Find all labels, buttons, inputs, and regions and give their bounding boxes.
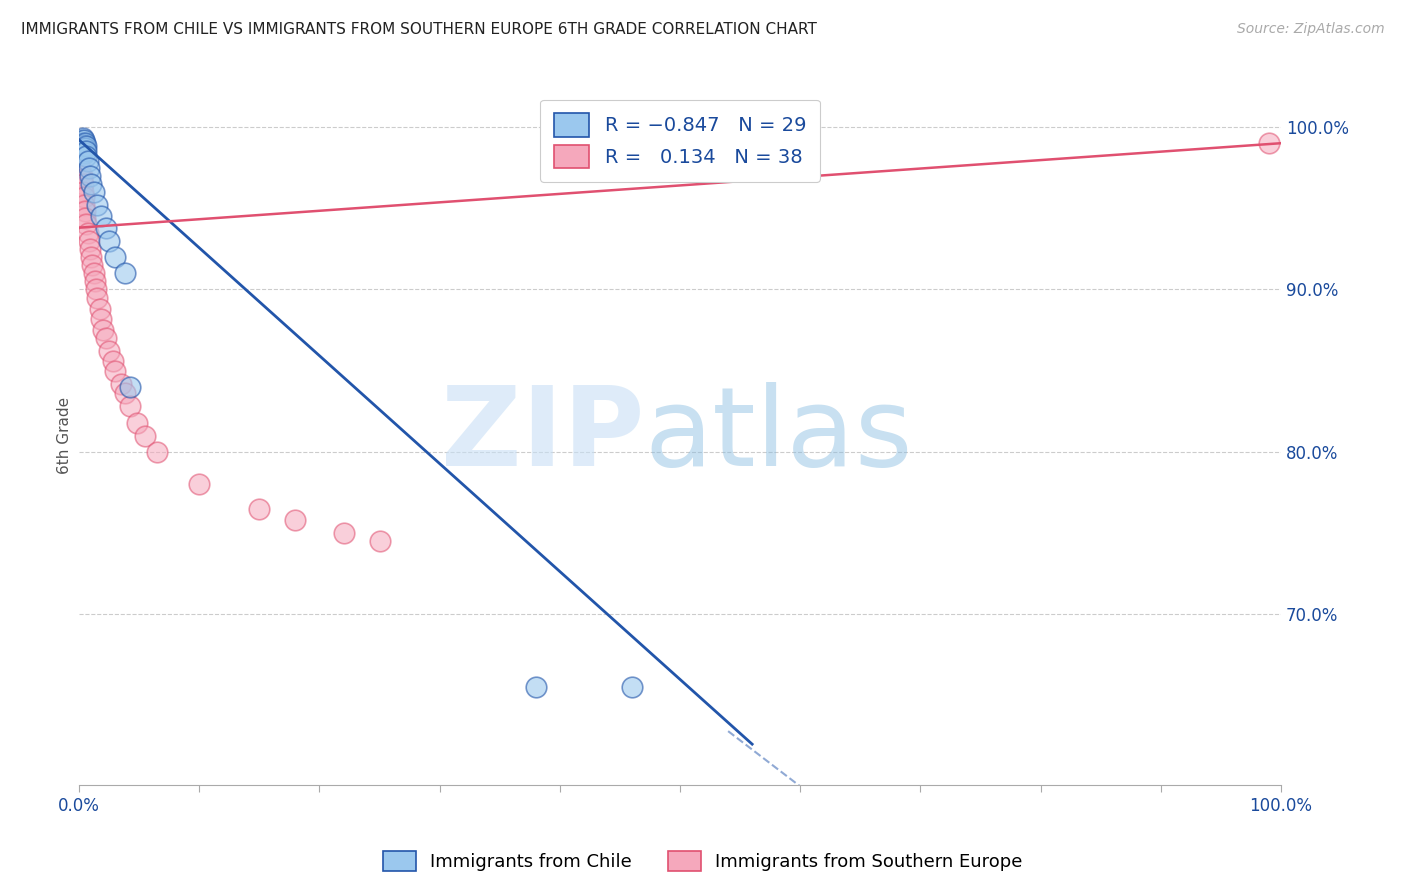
Point <box>146 445 169 459</box>
Point <box>80 177 103 191</box>
Point <box>104 250 127 264</box>
Point <box>94 331 117 345</box>
Point <box>118 380 141 394</box>
Point <box>72 177 94 191</box>
Text: ZIP: ZIP <box>440 382 644 489</box>
Point <box>91 323 114 337</box>
Point <box>70 172 93 186</box>
Point <box>72 139 94 153</box>
Point <box>73 190 96 204</box>
Point <box>86 291 108 305</box>
Point <box>104 363 127 377</box>
Point <box>69 161 91 175</box>
Point <box>118 400 141 414</box>
Point <box>72 185 94 199</box>
Point <box>98 344 121 359</box>
Point <box>77 161 100 175</box>
Point <box>110 376 132 391</box>
Point <box>75 139 97 153</box>
Point <box>524 681 547 695</box>
Point <box>1258 136 1281 151</box>
Point <box>79 169 101 183</box>
Point <box>89 301 111 316</box>
Point <box>75 204 97 219</box>
Point <box>90 311 112 326</box>
Legend: R = −0.847   N = 29, R =   0.134   N = 38: R = −0.847 N = 29, R = 0.134 N = 38 <box>540 100 820 182</box>
Point <box>75 211 97 225</box>
Text: Source: ZipAtlas.com: Source: ZipAtlas.com <box>1237 22 1385 37</box>
Point <box>75 141 97 155</box>
Point <box>84 282 107 296</box>
Point <box>125 416 148 430</box>
Point <box>114 386 136 401</box>
Point <box>114 266 136 280</box>
Point <box>83 266 105 280</box>
Point <box>76 154 98 169</box>
Point <box>73 137 96 152</box>
Legend: Immigrants from Chile, Immigrants from Southern Europe: Immigrants from Chile, Immigrants from S… <box>377 844 1029 879</box>
Y-axis label: 6th Grade: 6th Grade <box>58 397 72 475</box>
Point <box>72 136 94 151</box>
Point <box>70 169 93 183</box>
Point <box>284 513 307 527</box>
Point <box>75 136 97 151</box>
Point <box>75 145 97 159</box>
Point <box>368 534 391 549</box>
Point <box>188 477 211 491</box>
Point <box>76 226 98 240</box>
Point <box>75 145 97 160</box>
Text: IMMIGRANTS FROM CHILE VS IMMIGRANTS FROM SOUTHERN EUROPE 6TH GRADE CORRELATION C: IMMIGRANTS FROM CHILE VS IMMIGRANTS FROM… <box>21 22 817 37</box>
Point <box>90 209 112 223</box>
Point <box>83 274 105 288</box>
Point <box>332 526 354 541</box>
Point <box>70 137 93 152</box>
Point <box>75 149 97 163</box>
Point <box>79 242 101 256</box>
Point <box>83 185 105 199</box>
Point <box>70 133 93 147</box>
Point <box>247 501 270 516</box>
Point <box>80 250 103 264</box>
Point <box>73 143 96 157</box>
Point <box>73 198 96 212</box>
Point <box>98 234 121 248</box>
Point <box>94 220 117 235</box>
Point <box>73 133 96 147</box>
Point <box>86 198 108 212</box>
Point <box>101 354 124 368</box>
Point <box>72 131 94 145</box>
Point <box>77 234 100 248</box>
Point <box>620 681 643 695</box>
Point <box>82 258 104 272</box>
Point <box>134 428 156 442</box>
Point <box>75 218 97 232</box>
Point <box>69 136 91 151</box>
Text: atlas: atlas <box>644 382 912 489</box>
